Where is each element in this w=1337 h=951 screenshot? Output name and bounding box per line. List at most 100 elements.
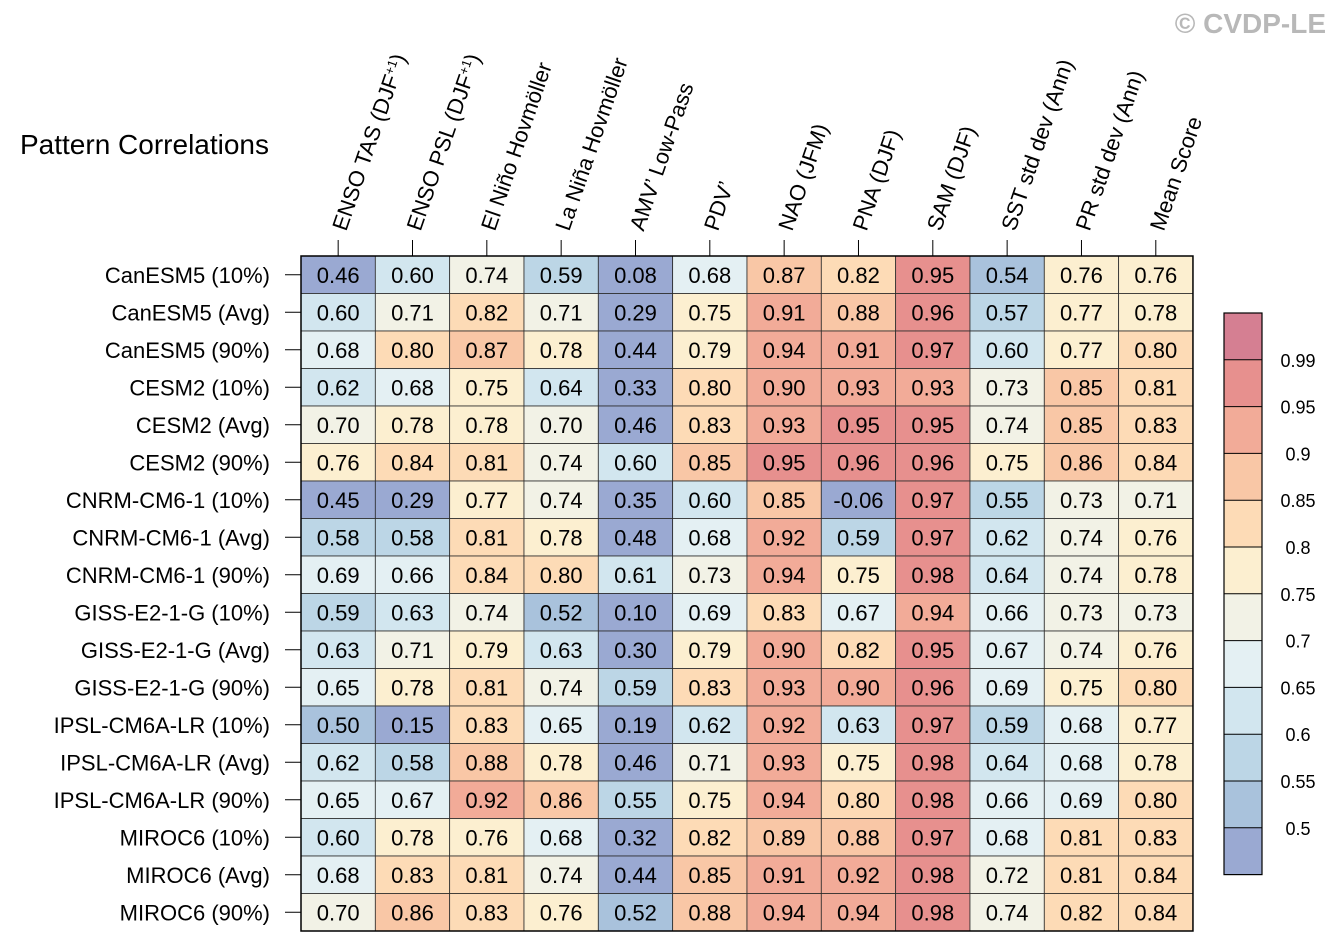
heatmap-cell [300, 555, 376, 594]
cell-value: 0.73 [1134, 600, 1177, 625]
cell-value: 0.48 [614, 525, 657, 550]
cell-value: 0.98 [911, 563, 954, 588]
heatmap-cell [672, 668, 748, 707]
cell-value: 0.74 [986, 900, 1029, 925]
cell-value: 0.98 [911, 750, 954, 775]
heatmap-cell [820, 293, 897, 332]
heatmap-cell [969, 480, 1045, 519]
cell-value: 0.59 [986, 713, 1029, 738]
cell-value: 0.65 [317, 675, 360, 700]
colorbar: 0.5 0.55 0.6 0.65 0.7 0.75 0.8 0.85 0.9 0.95 0.99 [1223, 312, 1316, 876]
cell-value: 0.60 [317, 825, 360, 850]
cell-value: 0.77 [1060, 338, 1103, 363]
cell-value: 0.78 [540, 338, 583, 363]
cell-value: 0.94 [763, 338, 806, 363]
cell-value: 0.76 [540, 900, 583, 925]
cell-value: 0.85 [688, 863, 731, 888]
cell-value: 0.69 [1060, 788, 1103, 813]
cell-value: 0.82 [688, 825, 731, 850]
cell-value: 0.84 [465, 563, 508, 588]
cell-value: 0.35 [614, 488, 657, 513]
heatmap-cell [820, 630, 897, 669]
row-label: MIROC6 (10%) [120, 825, 270, 850]
cell-value: 0.58 [317, 525, 360, 550]
heatmap-cell [1043, 593, 1120, 632]
heatmap-cell [1118, 480, 1194, 519]
cell-value: 0.96 [911, 450, 954, 475]
heatmap-cell [597, 255, 674, 294]
heatmap-cell [969, 518, 1045, 557]
heatmap-cell [523, 893, 599, 932]
cell-value: 0.86 [1060, 450, 1103, 475]
cell-value: 0.78 [391, 675, 434, 700]
cell-value: 0.98 [911, 788, 954, 813]
cell-value: 0.10 [614, 600, 657, 625]
cell-value: 0.68 [986, 825, 1029, 850]
cell-value: 0.75 [837, 563, 880, 588]
cell-value: 0.75 [1060, 675, 1103, 700]
heatmap-cell [449, 705, 525, 744]
heatmap-cell [820, 743, 897, 782]
heatmap-cell [523, 443, 599, 482]
cell-value: 0.73 [986, 375, 1029, 400]
heatmap-cell [1118, 630, 1194, 669]
cell-value: 0.59 [317, 600, 360, 625]
cell-value: 0.69 [317, 563, 360, 588]
cell-value: 0.89 [763, 825, 806, 850]
heatmap-cell [746, 330, 822, 369]
column-label: NAO (JFM) [773, 120, 833, 233]
cell-value: 0.80 [540, 563, 583, 588]
cell-value: 0.74 [1060, 525, 1103, 550]
heatmap-cell [523, 293, 599, 332]
cell-value: 0.71 [540, 300, 583, 325]
cell-value: 0.93 [763, 750, 806, 775]
colorbar-segment [1224, 687, 1262, 735]
cell-value: 0.85 [1060, 375, 1103, 400]
heatmap-cell [820, 705, 897, 744]
heatmap-cell [1043, 405, 1120, 444]
cell-value: 0.70 [317, 413, 360, 438]
cell-value: 0.66 [986, 788, 1029, 813]
colorbar-label: 0.95 [1280, 398, 1315, 418]
cell-value: 0.30 [614, 638, 657, 663]
cell-value: 0.62 [688, 713, 731, 738]
heatmap-cell [449, 668, 525, 707]
heatmap-cell [895, 368, 971, 407]
cell-value: 0.74 [540, 450, 583, 475]
cell-value: 0.81 [1060, 863, 1103, 888]
cell-value: 0.63 [837, 713, 880, 738]
cell-value: 0.76 [1134, 525, 1177, 550]
heatmap-cell [746, 893, 822, 932]
heatmap-cell [1043, 330, 1120, 369]
heatmap-cell [1118, 743, 1194, 782]
cell-value: 0.66 [986, 600, 1029, 625]
cell-value: 0.92 [763, 713, 806, 738]
heatmap-cell [820, 405, 897, 444]
heatmap-cell [597, 893, 674, 932]
heatmap-cell [969, 630, 1045, 669]
cell-value: 0.55 [986, 488, 1029, 513]
cell-value: 0.76 [317, 450, 360, 475]
heatmap-cell [969, 405, 1045, 444]
heatmap-cell [1043, 705, 1120, 744]
cell-value: 0.79 [688, 338, 731, 363]
heatmap-cell [1118, 855, 1194, 894]
heatmap-cell [969, 443, 1045, 482]
cell-value: 0.80 [837, 788, 880, 813]
watermark: © CVDP-LE [1175, 8, 1326, 39]
chart-title: Pattern Correlations [20, 129, 269, 160]
cell-value: 0.68 [317, 863, 360, 888]
cell-value: 0.82 [837, 263, 880, 288]
cell-value: 0.80 [391, 338, 434, 363]
heatmap-cell [969, 330, 1045, 369]
row-label: CNRM-CM6-1 (90%) [66, 563, 270, 588]
heatmap-cell [449, 518, 525, 557]
cell-value: 0.52 [614, 900, 657, 925]
cell-value: 0.15 [391, 713, 434, 738]
heatmap-cell [672, 780, 748, 819]
heatmap-cell [597, 555, 674, 594]
heatmap-cell [1118, 555, 1194, 594]
cell-value: 0.74 [1060, 638, 1103, 663]
cell-value: 0.81 [465, 863, 508, 888]
